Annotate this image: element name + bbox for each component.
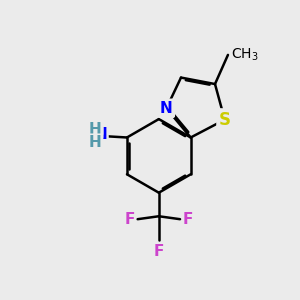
- Text: H: H: [89, 122, 102, 137]
- Text: F: F: [154, 244, 164, 259]
- Text: S: S: [219, 111, 231, 129]
- Text: F: F: [182, 212, 193, 227]
- Text: CH$_3$: CH$_3$: [231, 47, 259, 63]
- Text: N: N: [94, 127, 107, 142]
- Text: N: N: [160, 101, 173, 116]
- Text: H: H: [89, 135, 102, 150]
- Text: F: F: [125, 212, 135, 227]
